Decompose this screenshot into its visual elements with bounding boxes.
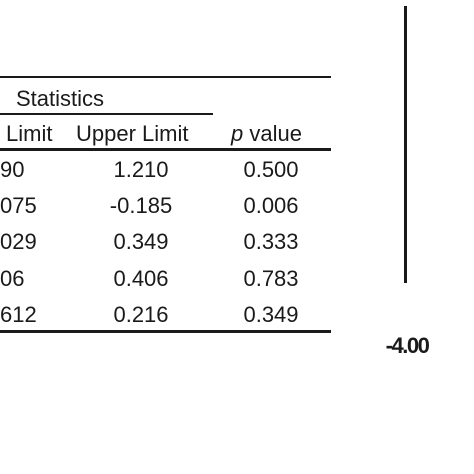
column-header-limit: Limit — [6, 121, 53, 146]
group-header-statistics: Statistics — [16, 86, 105, 111]
table-cell-p-value: 0.333 — [243, 229, 299, 254]
group-header-underline — [0, 113, 213, 115]
table-cell-upper-limit: 0.216 — [113, 302, 169, 327]
table-cell-limit: 612 — [0, 302, 37, 327]
table-cell-p-value: 0.783 — [243, 266, 299, 291]
table-bottom-rule — [0, 330, 331, 333]
table-cell-limit: 029 — [0, 229, 37, 254]
table-top-rule — [0, 76, 331, 78]
table-cell-upper-limit: 1.210 — [113, 157, 169, 182]
table-cell-limit: 075 — [0, 193, 37, 218]
p-symbol: p — [231, 121, 244, 146]
table-cell-limit: 90 — [0, 157, 25, 182]
table-cell-p-value: 0.349 — [243, 302, 299, 327]
header-bottom-rule — [0, 148, 331, 151]
forest-plot-reference-line — [404, 6, 407, 283]
forest-plot-axis-tick-label: -4.00 — [385, 333, 430, 358]
table-cell-p-value: 0.006 — [243, 193, 299, 218]
table-cell-upper-limit: -0.185 — [109, 193, 173, 218]
table-cell-p-value: 0.500 — [243, 157, 299, 182]
table-cell-upper-limit: 0.406 — [113, 266, 169, 291]
value-label: value — [249, 121, 302, 146]
column-header-upper-limit: Upper Limit — [76, 121, 189, 146]
column-header-p-value: p value — [231, 121, 302, 147]
table-cell-limit: 06 — [0, 266, 25, 291]
table-cell-upper-limit: 0.349 — [113, 229, 169, 254]
